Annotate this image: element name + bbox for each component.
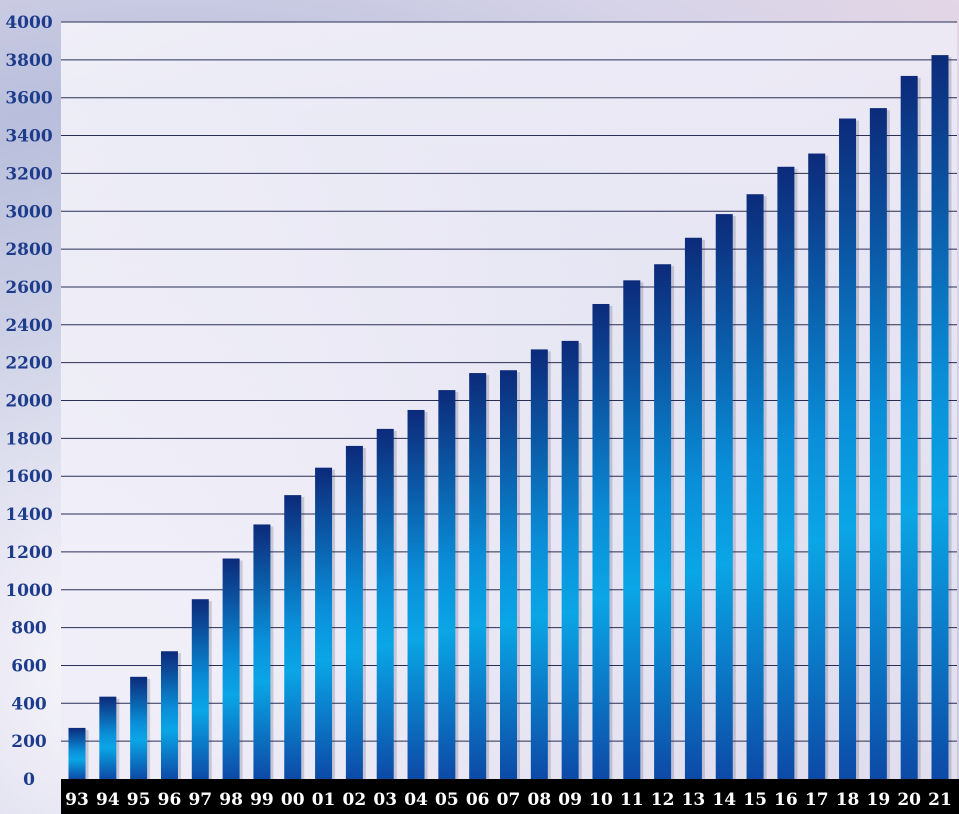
- x-tick-label: 98: [219, 790, 243, 810]
- x-tick-label: 07: [497, 790, 521, 810]
- x-tick-label: 18: [836, 790, 860, 810]
- x-tick-label: 13: [682, 790, 706, 810]
- bar: [839, 118, 857, 779]
- y-tick-label: 1200: [5, 543, 52, 563]
- x-tick-label: 00: [281, 790, 305, 810]
- x-tick-label: 96: [158, 790, 182, 810]
- x-tick-label: 04: [404, 790, 428, 810]
- x-tick-label: 97: [188, 790, 212, 810]
- y-tick-label: 1600: [5, 467, 52, 487]
- x-tick-label: 09: [558, 790, 582, 810]
- y-tick-label: 200: [11, 732, 47, 752]
- x-tick-label: 12: [651, 790, 675, 810]
- y-tick-label: 1400: [5, 505, 52, 525]
- x-tick-label: 02: [343, 790, 367, 810]
- x-tick-label: 19: [867, 790, 891, 810]
- x-tick-label: 14: [712, 790, 736, 810]
- y-tick-label: 2600: [5, 278, 52, 298]
- x-tick-label: 94: [96, 790, 120, 810]
- bar: [900, 75, 918, 779]
- x-tick-label: 93: [65, 790, 89, 810]
- y-tick-label: 0: [23, 770, 35, 790]
- bar: [592, 303, 610, 779]
- y-tick-label: 1000: [5, 581, 52, 601]
- bar: [623, 280, 641, 779]
- bar: [438, 390, 456, 779]
- bar: [284, 495, 302, 779]
- bar: [376, 428, 394, 779]
- bar: [684, 237, 702, 779]
- bar: [222, 558, 240, 779]
- bar: [407, 409, 425, 779]
- y-tick-label: 2000: [5, 392, 52, 412]
- bar: [869, 108, 887, 779]
- y-tick-label: 400: [11, 694, 47, 714]
- x-tick-label: 95: [127, 790, 151, 810]
- x-tick-label: 08: [527, 790, 551, 810]
- bar: [530, 349, 548, 779]
- bar: [931, 55, 949, 779]
- y-tick-label: 800: [11, 619, 47, 639]
- y-tick-label: 3000: [5, 202, 52, 222]
- x-tick-label: 20: [897, 790, 921, 810]
- y-tick-label: 4000: [5, 13, 52, 33]
- bar: [130, 676, 148, 779]
- bar: [746, 194, 764, 779]
- bar: [777, 166, 795, 779]
- x-tick-label: 01: [312, 790, 336, 810]
- bar: [345, 445, 363, 779]
- y-tick-label: 3600: [5, 89, 52, 109]
- y-tick-label: 2200: [5, 354, 52, 374]
- bar: [315, 467, 333, 779]
- y-tick-label: 2400: [5, 316, 52, 336]
- x-tick-label: 17: [805, 790, 829, 810]
- bar: [191, 599, 209, 779]
- y-tick-label: 2800: [5, 240, 52, 260]
- x-axis-band: [61, 779, 959, 814]
- y-tick-label: 3800: [5, 51, 52, 71]
- y-tick-label: 1800: [5, 429, 52, 449]
- y-tick-label: 3200: [5, 164, 52, 184]
- bar: [99, 696, 117, 779]
- y-tick-label: 600: [11, 656, 47, 676]
- x-tick-label: 16: [774, 790, 798, 810]
- bar: [253, 524, 271, 779]
- y-tick-label: 3400: [5, 127, 52, 147]
- bar: [469, 373, 487, 779]
- bar: [715, 214, 733, 779]
- bar: [500, 370, 517, 779]
- x-tick-label: 05: [435, 790, 459, 810]
- bar: [654, 264, 672, 779]
- bar: [68, 727, 86, 779]
- x-tick-label: 15: [743, 790, 767, 810]
- x-tick-label: 03: [373, 790, 397, 810]
- bar: [561, 340, 579, 779]
- bar: [808, 153, 826, 779]
- x-tick-label: 21: [928, 790, 952, 810]
- x-tick-label: 06: [466, 790, 490, 810]
- x-tick-label: 10: [589, 790, 613, 810]
- bar: [160, 651, 178, 779]
- x-tick-label: 11: [620, 790, 644, 810]
- x-tick-label: 99: [250, 790, 274, 810]
